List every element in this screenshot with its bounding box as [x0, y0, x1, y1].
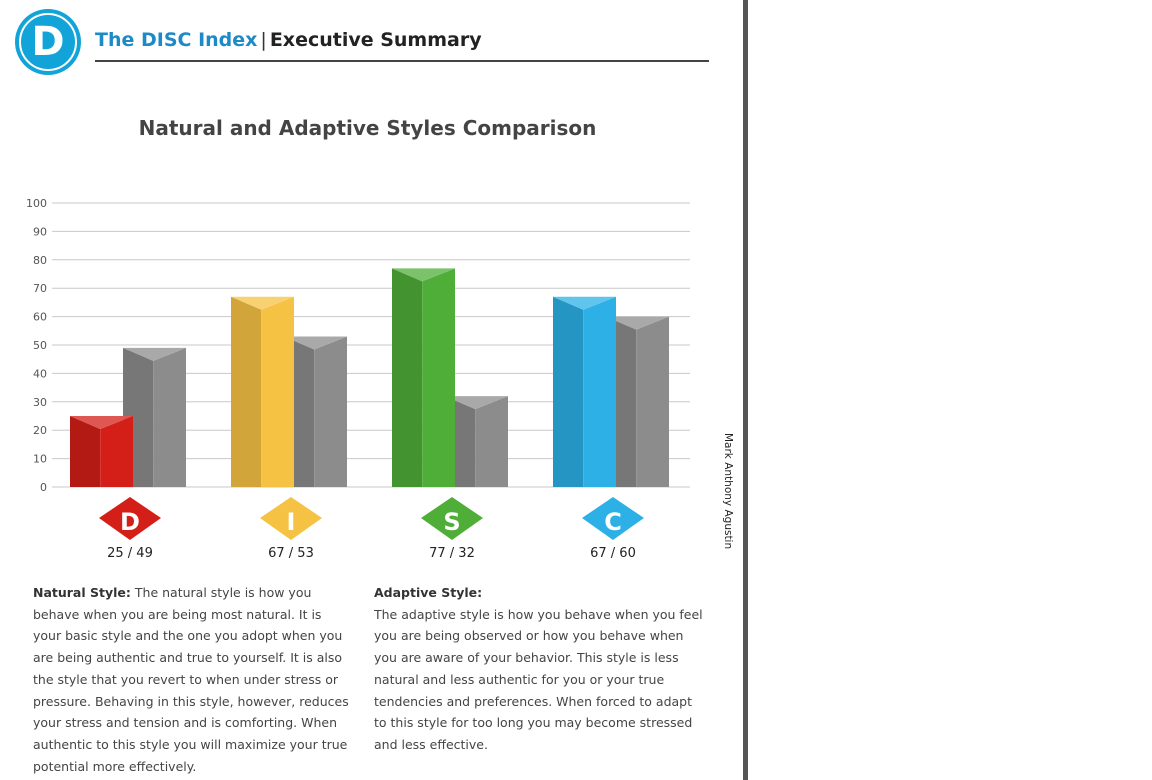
y-tick-label: 100	[26, 197, 47, 210]
adaptive-bar-D	[153, 347, 186, 487]
y-tick-label: 40	[33, 367, 47, 380]
score-label: 67 / 53	[268, 546, 314, 561]
category-label: C	[604, 508, 622, 536]
person-name: Mark Anthony Agustin	[722, 433, 734, 550]
section-title: Executive Summary	[269, 29, 482, 51]
page-divider	[743, 0, 748, 780]
adaptive-bar-I	[314, 336, 347, 487]
page-header: The DISC Index | Executive Summary	[95, 29, 482, 51]
adaptive-style-text: Adaptive Style: The adaptive style is how…	[374, 585, 703, 752]
y-tick-label: 90	[33, 225, 47, 238]
natural-bar-C-left	[553, 296, 584, 487]
natural-bar-C	[583, 296, 616, 487]
adaptive-bar-C-top	[606, 316, 669, 330]
y-tick-label: 30	[33, 396, 47, 409]
brand-title: The DISC Index	[95, 29, 258, 51]
category-label: I	[287, 508, 296, 536]
natural-bar-S-left	[392, 268, 423, 487]
natural-bar-S	[422, 268, 455, 487]
badge-c-icon	[582, 497, 644, 540]
y-tick-label: 20	[33, 424, 47, 437]
adaptive-bar-D-top	[123, 347, 186, 361]
disc-logo: D	[15, 9, 81, 75]
adaptive-bar-I-top	[284, 336, 347, 350]
y-tick-label: 10	[33, 453, 47, 466]
natural-bar-I	[261, 296, 294, 487]
score-label: 25 / 49	[107, 546, 153, 561]
score-label: 77 / 32	[429, 546, 475, 561]
y-tick-label: 70	[33, 282, 47, 295]
y-tick-label: 60	[33, 311, 47, 324]
adaptive-bar-C	[636, 316, 669, 487]
header-rule	[95, 60, 709, 62]
adaptive-bar-S-top	[445, 396, 508, 410]
score-label: 67 / 60	[590, 546, 636, 561]
natural-bar-C-top	[553, 296, 616, 310]
natural-style-text: Natural Style: The natural style is how …	[33, 585, 349, 774]
y-tick-label: 0	[40, 481, 47, 494]
category-label: D	[120, 508, 140, 536]
natural-bar-D-top	[70, 416, 133, 429]
natural-bar-I-top	[231, 296, 294, 310]
y-tick-label: 50	[33, 339, 47, 352]
natural-bar-S-top	[392, 268, 455, 282]
chart-title: Natural and Adaptive Styles Comparison	[138, 116, 597, 140]
badge-s-icon	[421, 497, 483, 540]
natural-bar-D-left	[70, 416, 101, 487]
natural-bar-I-left	[231, 296, 262, 487]
natural-bar-D	[100, 416, 133, 487]
bar-chart: 0 10 20 30 40 50 60 70 80 90 100 D I S C	[26, 197, 690, 540]
badge-d-icon	[99, 497, 161, 540]
badge-i-icon	[260, 497, 322, 540]
y-tick-label: 80	[33, 254, 47, 267]
adaptive-bar-S	[475, 396, 508, 487]
category-label: S	[443, 508, 460, 536]
